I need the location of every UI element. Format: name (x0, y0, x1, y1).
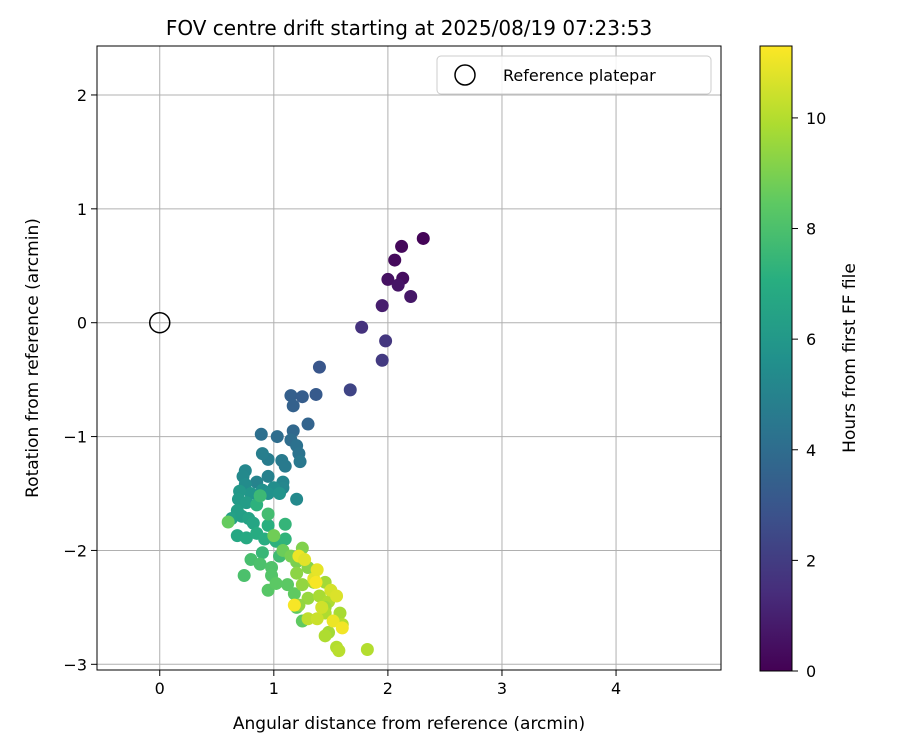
data-point (261, 507, 275, 521)
legend: Reference platepar (436, 55, 712, 95)
colorbar: 0 2 4 6 8 10 Hours from first FF file (759, 45, 860, 681)
data-point (267, 529, 281, 543)
data-point (221, 515, 235, 529)
legend-label-reference: Reference platepar (503, 66, 656, 85)
data-point (255, 447, 269, 461)
data-point (301, 591, 315, 605)
x-tick-label: 1 (269, 679, 279, 698)
colorbar-tick-label: 6 (806, 330, 816, 349)
data-point (404, 290, 418, 304)
legend-box (436, 55, 712, 95)
y-tick-label: −1 (63, 428, 87, 447)
colorbar-tick-label: 10 (806, 109, 826, 128)
colorbar-gradient (759, 45, 793, 672)
data-point (278, 517, 292, 531)
x-tick-label: 0 (155, 679, 165, 698)
y-tick-label: −2 (63, 541, 87, 560)
data-point (298, 553, 312, 567)
data-point (335, 621, 349, 635)
data-point (312, 360, 326, 374)
data-point (253, 557, 267, 571)
data-point (391, 278, 405, 292)
x-tick-label: 4 (611, 679, 621, 698)
x-tick-label: 3 (497, 679, 507, 698)
data-point (332, 644, 346, 658)
plot-frame (96, 45, 722, 671)
y-tick-label: −3 (63, 655, 87, 674)
data-point (284, 389, 298, 403)
data-point (315, 600, 329, 614)
data-point (381, 272, 395, 286)
data-points (221, 231, 430, 658)
data-point (301, 612, 315, 626)
plot-area: 0 1 2 3 4 −3 −2 −1 0 1 2 (63, 45, 722, 698)
data-point (318, 629, 332, 643)
data-point (237, 568, 251, 582)
data-point (295, 390, 309, 404)
data-point (309, 387, 323, 401)
y-tick-label: 2 (77, 86, 87, 105)
data-point (301, 417, 315, 431)
x-tick-label: 2 (383, 679, 393, 698)
y-tick-label: 0 (77, 314, 87, 333)
data-point (255, 546, 269, 560)
data-point (281, 578, 295, 592)
data-point (310, 612, 324, 626)
y-tick-label: 1 (77, 200, 87, 219)
colorbar-tick-label: 0 (806, 662, 816, 681)
data-point (290, 566, 304, 580)
grid (97, 46, 721, 670)
data-point (375, 353, 389, 367)
data-point (253, 489, 267, 503)
data-point (278, 532, 292, 546)
legend-marker-reference (454, 64, 476, 86)
reference-marker (148, 311, 171, 334)
data-point (355, 320, 369, 334)
data-point (379, 334, 393, 348)
data-point (269, 576, 283, 590)
data-point (254, 427, 268, 441)
data-point (239, 496, 253, 510)
data-point (388, 253, 402, 267)
data-point (239, 531, 253, 545)
data-point (246, 516, 260, 530)
colorbar-ticks: 0 2 4 6 8 10 (792, 109, 826, 681)
data-point (395, 239, 409, 253)
data-point (290, 492, 304, 506)
x-axis-label: Angular distance from reference (arcmin) (233, 714, 585, 734)
data-point (293, 455, 307, 469)
reference-platepar-marker (148, 311, 171, 334)
data-point (310, 563, 324, 577)
data-point (287, 587, 301, 601)
data-point (273, 487, 287, 501)
data-point (343, 383, 357, 397)
y-axis-label: Rotation from reference (arcmin) (23, 218, 43, 498)
colorbar-tick-label: 4 (806, 441, 816, 460)
data-point (278, 459, 292, 473)
data-point (360, 643, 374, 657)
plot-background (97, 46, 721, 670)
data-point (287, 598, 301, 612)
colorbar-label: Hours from first FF file (840, 263, 860, 453)
data-point (375, 299, 389, 313)
y-axis: −3 −2 −1 0 1 2 (63, 86, 97, 674)
data-point (286, 399, 300, 413)
chart-title: FOV centre drift starting at 2025/08/19 … (166, 16, 652, 40)
data-point (416, 231, 430, 245)
x-axis: 0 1 2 3 4 (155, 670, 621, 698)
data-point (295, 578, 309, 592)
colorbar-tick-label: 8 (806, 220, 816, 239)
data-point (326, 614, 340, 628)
data-point (330, 589, 344, 603)
data-point (309, 575, 323, 589)
data-point (261, 469, 275, 483)
data-point (261, 518, 275, 532)
data-point (270, 430, 284, 444)
colorbar-tick-label: 2 (806, 551, 816, 570)
